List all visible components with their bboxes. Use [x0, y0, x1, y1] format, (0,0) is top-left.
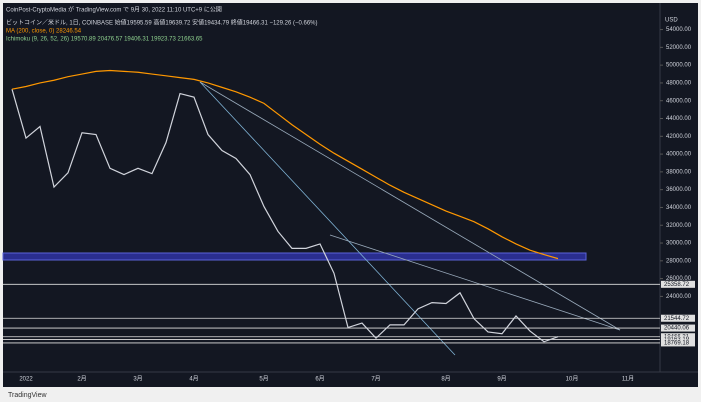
zone: [2, 252, 587, 261]
x-tick-label: 11月: [622, 376, 634, 383]
y-tick-label: 48000.00: [666, 81, 692, 87]
legend-ma: MA (200, close, 0) 28246.54: [6, 29, 82, 35]
x-tick-label: 3月: [133, 376, 142, 383]
y-tick-label: 42000.00: [666, 134, 692, 140]
x-tick-label: 8月: [441, 376, 450, 383]
footer: TradingView: [8, 392, 47, 399]
legend-ichimoku: Ichimoku (9, 26, 52, 26) 19570.89 20476.…: [6, 37, 203, 43]
x-tick-label: 5月: [259, 376, 268, 383]
level-label-box: [661, 324, 695, 332]
y-tick-label: 38000.00: [666, 169, 692, 175]
y-tick-label: 26000.00: [666, 276, 692, 282]
level-label-box: [661, 280, 695, 288]
y-tick-label: 34000.00: [666, 205, 692, 211]
y-tick-label: 40000.00: [666, 152, 692, 158]
trend-line: [329, 234, 621, 331]
y-tick-label: 46000.00: [666, 98, 692, 104]
y-tick-label: 44000.00: [666, 116, 692, 122]
y-tick-label: 30000.00: [666, 241, 692, 247]
x-tick-label: 2022: [19, 377, 33, 383]
series-line: [11, 88, 559, 343]
y-tick-label: 54000.00: [666, 27, 692, 33]
x-tick-label: 10月: [566, 376, 579, 383]
trend-line: [199, 81, 456, 356]
y-tick-label: 50000.00: [666, 63, 692, 69]
chart-background: [3, 3, 698, 387]
y-tick-label: 32000.00: [666, 223, 692, 229]
level-label: 20440.06: [664, 326, 690, 332]
published: CoinPost-CryptoMedia が TradingView.com で…: [6, 6, 222, 14]
level-label-box: [661, 335, 695, 343]
y-tick-label: 36000.00: [666, 187, 692, 193]
axis-title: USD: [665, 18, 678, 24]
y-tick-label: 24000.00: [666, 294, 692, 300]
x-tick-label: 7月: [371, 376, 380, 383]
x-tick-label: 4月: [189, 376, 198, 383]
y-tick-label: 28000.00: [666, 258, 692, 264]
level-label-box: [661, 314, 695, 322]
series-line: [11, 69, 559, 260]
trend-line: [199, 81, 621, 331]
level-label: 21544.72: [664, 316, 690, 322]
level-label: 25358.72: [664, 282, 690, 288]
y-tick-label: 52000.00: [666, 45, 692, 51]
level-label: 18769.18: [664, 341, 690, 347]
level-label-box: [661, 339, 695, 347]
x-tick-label: 2月: [77, 376, 86, 383]
x-tick-label: 9月: [497, 376, 506, 383]
legend-main: ビットコイン／米ドル, 1日, COINBASE 始値19595.59 高値19…: [6, 19, 318, 27]
x-tick-label: 6月: [315, 376, 324, 383]
